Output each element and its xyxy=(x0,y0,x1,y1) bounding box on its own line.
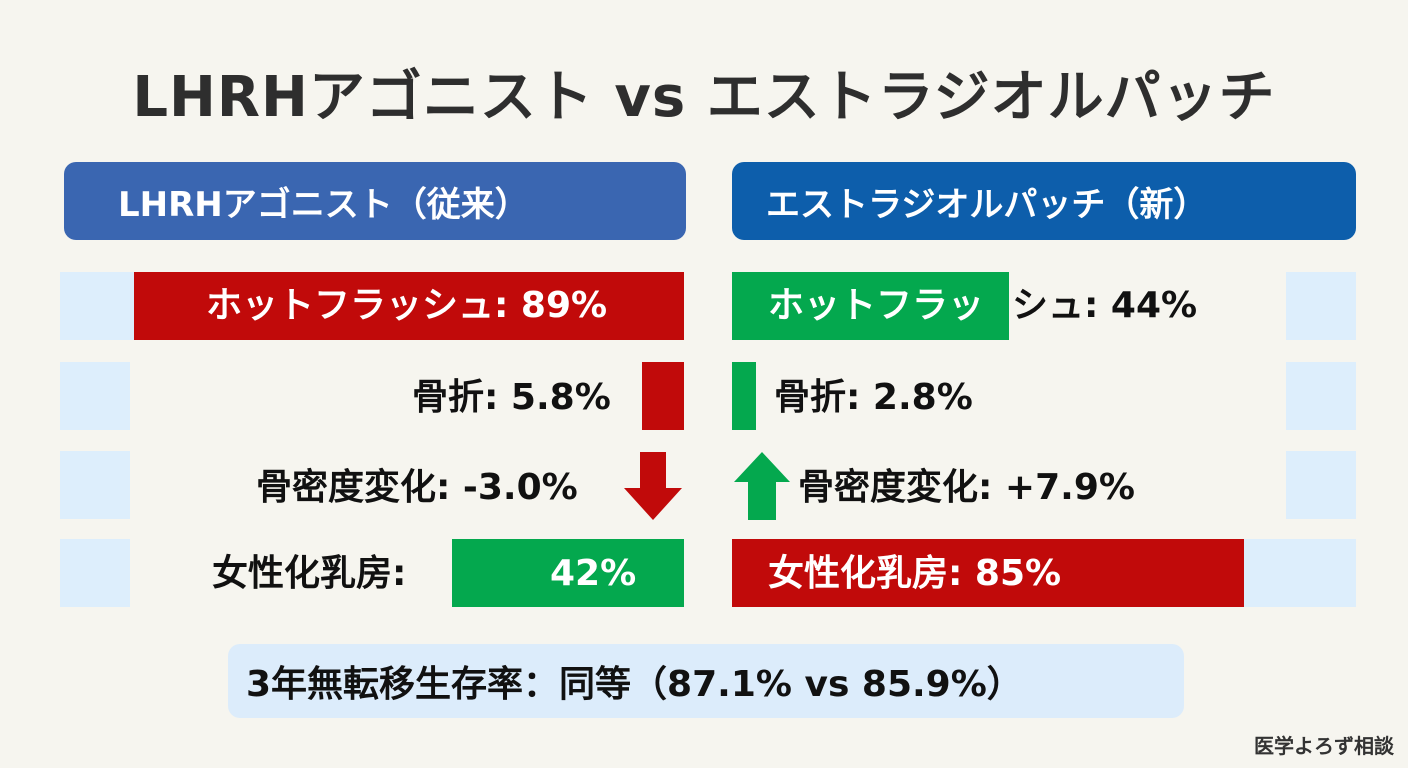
label-right-gynecomastia: 女性化乳房: 85% xyxy=(768,553,1062,594)
bar-right-hot-flash xyxy=(732,272,1009,340)
track-left-gynecomastia xyxy=(60,539,130,607)
page-title: LHRHアゴニスト vs エストラジオルパッチ xyxy=(132,65,1276,130)
track-left-hot-flash xyxy=(60,272,134,340)
label-right-fracture: 骨折: 2.8% xyxy=(774,377,973,418)
track-right-hot-flash xyxy=(1286,272,1356,340)
label-left-hot-flash: ホットフラッシュ: 89% xyxy=(206,285,608,326)
label-right-bmd: 骨密度変化: +7.9% xyxy=(798,467,1135,508)
summary-text: 3年無転移生存率：同等（87.1% vs 85.9%） xyxy=(246,664,1023,705)
bar-left-hot-flash xyxy=(134,272,684,340)
track-right-gynecomastia xyxy=(1244,539,1356,607)
footer-credit: 医学よろず相談 xyxy=(1254,734,1394,758)
track-left-fracture xyxy=(60,362,130,430)
track-right-bmd xyxy=(1286,451,1356,519)
value-left-gynecomastia: 42% xyxy=(550,553,637,594)
label-right-hot-flash-outside: シュ: 44% xyxy=(1012,285,1198,326)
label-right-hot-flash-inside: ホットフラッ xyxy=(768,285,985,326)
up-arrow-icon xyxy=(734,452,790,520)
track-left-bmd xyxy=(60,451,130,519)
bar-right-gynecomastia xyxy=(732,539,1244,607)
column-header-estradiol: エストラジオルパッチ（新） xyxy=(732,162,1356,240)
label-left-fracture: 骨折: 5.8% xyxy=(412,377,611,418)
column-header-lhrh: LHRHアゴニスト（従来） xyxy=(64,162,686,240)
bar-left-gynecomastia xyxy=(452,539,684,607)
track-right-fracture xyxy=(1286,362,1356,430)
down-arrow-icon xyxy=(624,452,682,520)
label-left-gynecomastia: 女性化乳房: xyxy=(212,553,407,594)
bar-left-fracture xyxy=(642,362,684,430)
bar-right-fracture xyxy=(732,362,756,430)
summary-banner: 3年無転移生存率：同等（87.1% vs 85.9%） xyxy=(228,644,1184,718)
label-left-bmd: 骨密度変化: -3.0% xyxy=(256,467,578,508)
